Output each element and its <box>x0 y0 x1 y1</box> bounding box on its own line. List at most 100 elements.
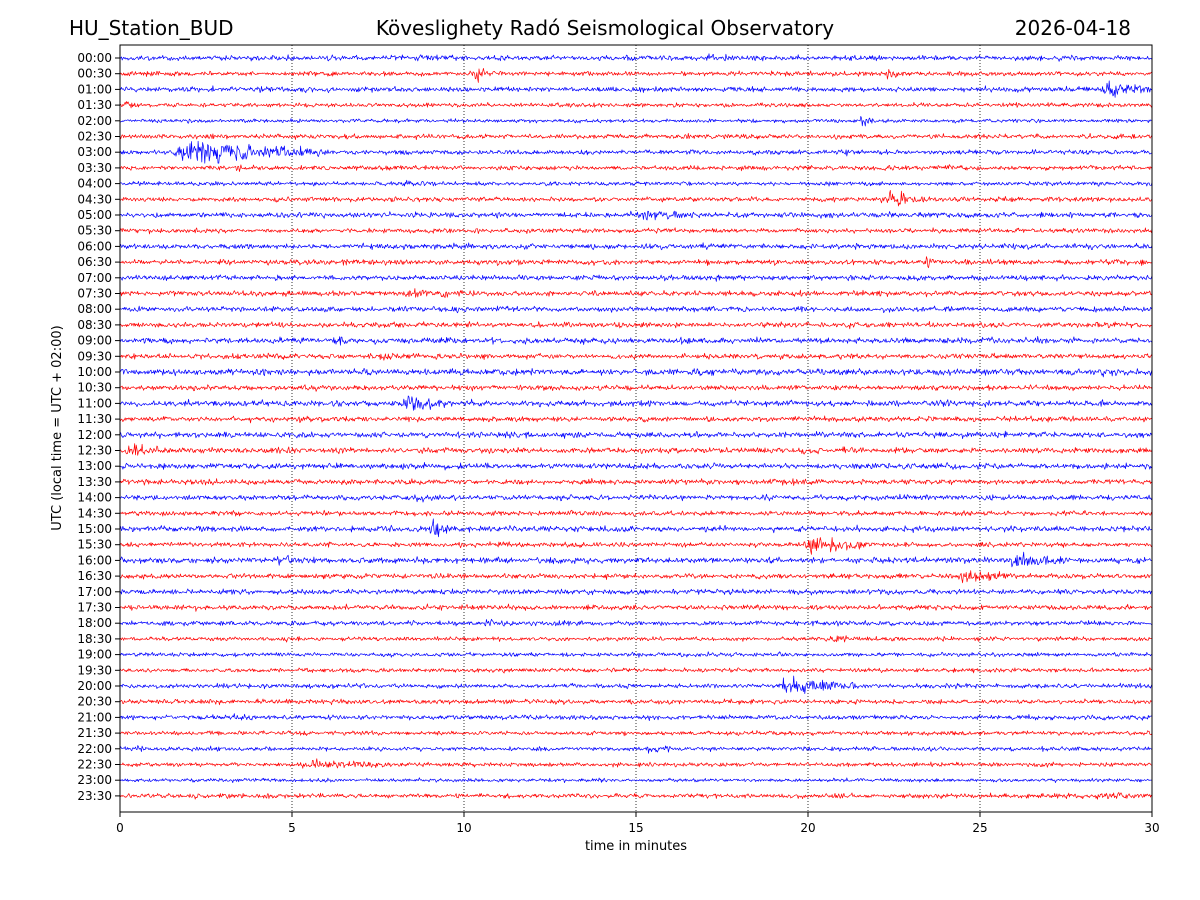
trace-line-1030 <box>119 384 1153 392</box>
y-tick-label: 17:30 <box>77 601 112 615</box>
trace-line-0930 <box>119 352 1153 361</box>
y-tick-label: 18:00 <box>77 616 112 630</box>
y-tick-label: 11:30 <box>77 412 112 426</box>
trace-line-0600 <box>119 242 1153 251</box>
y-tick-label: 14:00 <box>77 491 112 505</box>
trace-line-0530 <box>119 227 1153 235</box>
y-tick-label: 21:00 <box>77 710 112 724</box>
y-tick-label: 18:30 <box>77 632 112 646</box>
trace-line-0230 <box>119 132 1153 141</box>
x-tick-label: 5 <box>288 821 296 835</box>
trace-line-0730 <box>119 288 1153 298</box>
y-tick-label: 16:00 <box>77 553 112 567</box>
y-tick-label: 06:30 <box>77 255 112 269</box>
trace-line-0430 <box>119 189 1153 207</box>
y-tick-label: 09:30 <box>77 349 112 363</box>
y-tick-label: 05:00 <box>77 208 112 222</box>
trace-line-0100 <box>119 80 1153 98</box>
trace-line-2300 <box>119 777 1153 784</box>
trace-line-1530 <box>119 537 1153 555</box>
trace-line-2230 <box>119 758 1153 769</box>
trace-line-1500 <box>119 518 1153 538</box>
y-tick-label: 05:30 <box>77 224 112 238</box>
y-tick-label: 13:00 <box>77 459 112 473</box>
y-tick-label: 13:30 <box>77 475 112 489</box>
trace-line-1630 <box>119 570 1153 584</box>
trace-line-0800 <box>119 305 1153 314</box>
y-tick-label: 01:30 <box>77 98 112 112</box>
trace-line-1130 <box>119 415 1153 424</box>
x-axis-label: time in minutes <box>585 839 687 854</box>
trace-line-0630 <box>120 256 1153 269</box>
y-tick-label: 10:30 <box>77 381 112 395</box>
y-tick-label: 03:00 <box>77 145 112 159</box>
trace-line-2130 <box>119 730 1153 737</box>
y-tick-label: 23:00 <box>77 773 112 787</box>
observatory-title: Köveslighety Radó Seismological Observat… <box>376 16 834 40</box>
trace-line-2100 <box>119 713 1153 722</box>
trace-line-0900 <box>119 336 1153 346</box>
x-tick-label: 0 <box>116 821 124 835</box>
y-tick-label: 22:30 <box>77 758 112 772</box>
trace-line-2000 <box>119 675 1153 694</box>
x-tick-label: 20 <box>800 821 815 835</box>
y-tick-label: 01:00 <box>77 82 112 96</box>
y-tick-label: 12:30 <box>77 444 112 458</box>
trace-line-1430 <box>119 509 1153 517</box>
y-tick-label: 15:00 <box>77 522 112 536</box>
trace-line-1900 <box>119 651 1153 658</box>
y-tick-label: 19:30 <box>77 663 112 677</box>
trace-line-0300 <box>119 140 1153 164</box>
y-tick-label: 20:30 <box>77 695 112 709</box>
y-tick-label: 02:30 <box>77 130 112 144</box>
trace-line-0400 <box>119 179 1153 187</box>
y-tick-label: 10:00 <box>77 365 112 379</box>
y-tick-label: 22:00 <box>77 742 112 756</box>
trace-line-0200 <box>119 116 1152 127</box>
y-tick-label: 07:00 <box>77 271 112 285</box>
trace-line-0000 <box>119 53 1153 62</box>
y-axis-label: UTC (local time = UTC + 02:00) <box>50 325 65 530</box>
trace-line-1830 <box>119 635 1153 643</box>
trace-line-1930 <box>119 667 1153 674</box>
grid-lines <box>291 45 981 812</box>
y-tick-label: 04:30 <box>77 192 112 206</box>
y-tick-label: 14:30 <box>77 506 112 520</box>
y-tick-label: 00:00 <box>77 51 112 65</box>
trace-line-2330 <box>119 792 1153 800</box>
trace-line-1600 <box>119 551 1153 568</box>
trace-line-1100 <box>119 395 1153 411</box>
seismic-traces <box>119 53 1153 800</box>
x-tick-label: 25 <box>972 821 987 835</box>
trace-line-0030 <box>119 67 1153 83</box>
trace-line-1800 <box>119 618 1152 627</box>
y-tick-label: 20:00 <box>77 679 112 693</box>
y-tick-label: 19:00 <box>77 648 112 662</box>
y-tick-label: 17:00 <box>77 585 112 599</box>
y-tick-label: 08:00 <box>77 302 112 316</box>
trace-line-1330 <box>119 477 1153 486</box>
y-tick-label: 03:30 <box>77 161 112 175</box>
y-tick-label: 21:30 <box>77 726 112 740</box>
station-title: HU_Station_BUD <box>69 16 234 40</box>
trace-line-0130 <box>119 101 1153 109</box>
x-tick-label: 15 <box>628 821 643 835</box>
trace-line-1700 <box>120 588 1153 596</box>
trace-line-1000 <box>119 368 1153 378</box>
trace-line-0500 <box>119 210 1153 221</box>
y-tick-label: 08:30 <box>77 318 112 332</box>
x-tick-label: 30 <box>1144 821 1159 835</box>
trace-line-1400 <box>119 493 1153 503</box>
y-tick-label: 04:00 <box>77 177 112 191</box>
y-tick-label: 11:00 <box>77 396 112 410</box>
y-tick-label: 15:30 <box>77 538 112 552</box>
trace-line-0700 <box>119 274 1153 282</box>
x-axis-ticks: 0 5 10 15 20 25 30 <box>116 812 1160 835</box>
y-tick-label: 07:30 <box>77 287 112 301</box>
y-tick-label: 12:00 <box>77 428 112 442</box>
trace-line-0330 <box>119 164 1153 172</box>
y-tick-label: 06:00 <box>77 239 112 253</box>
y-tick-label: 16:30 <box>77 569 112 583</box>
